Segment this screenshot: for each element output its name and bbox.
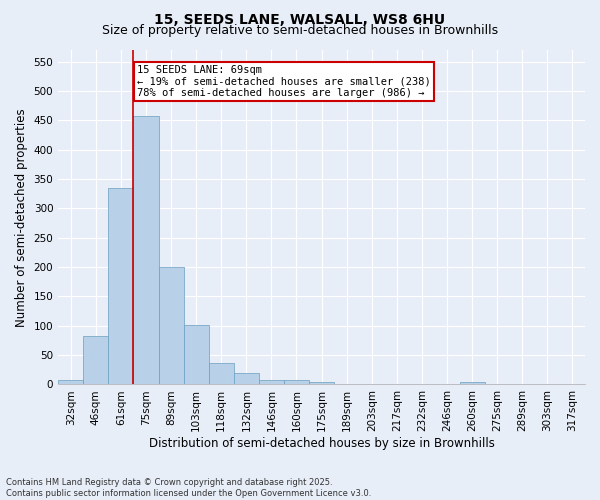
Bar (158, 267, 184, 384)
X-axis label: Distribution of semi-detached houses by size in Brownhills: Distribution of semi-detached houses by … (149, 437, 494, 450)
Text: Contains HM Land Registry data © Crown copyright and database right 2025.
Contai: Contains HM Land Registry data © Crown c… (6, 478, 371, 498)
Bar (209, 362, 234, 384)
Bar (259, 380, 284, 384)
Text: Size of property relative to semi-detached houses in Brownhills: Size of property relative to semi-detach… (102, 24, 498, 37)
Bar (83, 336, 109, 384)
Bar (460, 382, 485, 384)
Bar (284, 380, 309, 384)
Bar (133, 116, 158, 384)
Text: 15 SEEDS LANE: 69sqm
← 19% of semi-detached houses are smaller (238)
78% of semi: 15 SEEDS LANE: 69sqm ← 19% of semi-detac… (137, 64, 431, 98)
Text: 15, SEEDS LANE, WALSALL, WS8 6HU: 15, SEEDS LANE, WALSALL, WS8 6HU (154, 12, 446, 26)
Bar (58, 380, 83, 384)
Bar (109, 188, 133, 384)
Bar (309, 382, 334, 384)
Y-axis label: Number of semi-detached properties: Number of semi-detached properties (15, 108, 28, 326)
Bar (184, 324, 209, 384)
Bar (234, 374, 259, 384)
